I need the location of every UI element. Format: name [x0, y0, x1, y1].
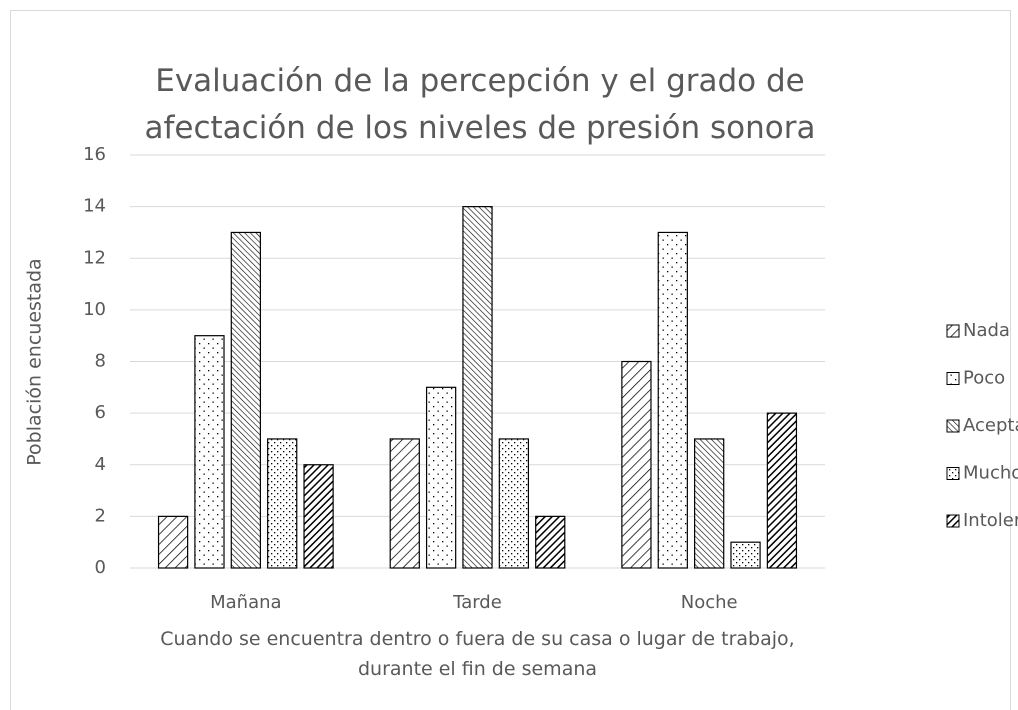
bar [230, 231, 261, 569]
bar [730, 541, 761, 569]
bar [621, 360, 652, 569]
legend-swatch [946, 419, 960, 433]
chart-title: Evaluación de la percepción y el grado d… [144, 63, 816, 146]
y-tick-label: 16 [83, 144, 106, 165]
bar [425, 386, 457, 569]
bar [194, 335, 225, 569]
legend-swatch [946, 324, 960, 338]
x-tick-label: Mañana [210, 592, 281, 613]
chart-border [10, 10, 1011, 710]
y-axis-label: Población encuestada [24, 258, 46, 465]
bar [157, 515, 189, 569]
y-tick-label: 8 [95, 351, 106, 372]
bar [535, 515, 566, 569]
bar [303, 464, 334, 569]
bar [498, 438, 530, 569]
y-tick-label: 2 [95, 505, 106, 526]
y-tick-label: 14 [83, 196, 106, 217]
legend-label: Mucho [963, 463, 1018, 484]
bar [267, 438, 298, 569]
y-tick-label: 6 [95, 402, 106, 423]
bar [766, 412, 798, 569]
legend-label: Nada [963, 320, 1010, 341]
x-axis-label: Cuando se encuentra dentro o fuera de su… [160, 628, 795, 680]
bar [694, 438, 725, 569]
legend-swatch [946, 514, 960, 528]
bar [657, 231, 688, 569]
legend-label: Poco [963, 368, 1005, 389]
y-tick-label: 0 [95, 557, 106, 578]
x-tick-label: Noche [681, 592, 738, 613]
legend-label: Intolerable [963, 510, 1018, 531]
legend-swatch [946, 467, 960, 480]
bar [389, 438, 420, 569]
y-tick-label: 12 [83, 247, 106, 268]
bar [462, 206, 493, 569]
legend-swatch [946, 372, 960, 385]
x-tick-label: Tarde [452, 592, 502, 613]
y-tick-label: 4 [95, 454, 106, 475]
y-tick-label: 10 [83, 299, 106, 320]
legend-label: Aceptable [963, 415, 1018, 436]
